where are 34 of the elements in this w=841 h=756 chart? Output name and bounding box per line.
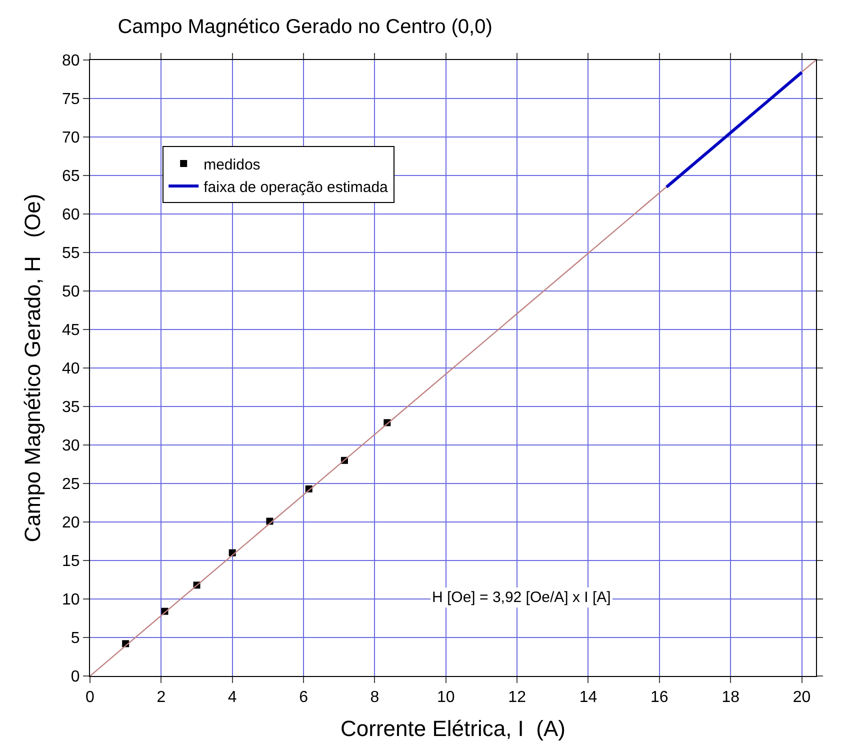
- annotation: H [Oe] = 3,92 [Oe/A] x I [A]: [432, 589, 611, 606]
- y-tick-label: 5: [70, 630, 80, 648]
- y-tick-label: 75: [62, 91, 80, 108]
- y-tick-label: 55: [62, 245, 80, 262]
- x-tick-label: 18: [722, 689, 740, 706]
- x-tick-label: 20: [792, 689, 811, 706]
- y-tick-label: 50: [62, 284, 80, 301]
- x-tick-label: 12: [508, 689, 526, 706]
- x-tick-label: 8: [370, 689, 380, 706]
- legend-label: faixa de operação estimada: [204, 178, 389, 196]
- x-tick-label: 2: [156, 689, 166, 706]
- y-tick-label: 10: [62, 592, 80, 609]
- y-tick-label: 60: [62, 206, 80, 224]
- x-tick-label: 0: [86, 689, 95, 706]
- x-tick-label: 10: [436, 689, 455, 706]
- y-tick-label: 35: [62, 399, 80, 416]
- y-tick-label: 25: [62, 476, 80, 494]
- y-tick-label: 70: [62, 130, 80, 147]
- x-tick-label: 4: [228, 689, 237, 706]
- y-tick-label: 15: [62, 553, 80, 570]
- y-tick-label: 40: [62, 360, 80, 378]
- y-tick-label: 20: [62, 514, 80, 532]
- x-axis-title: Corrente Elétrica, I (A): [340, 716, 566, 742]
- y-tick-label: 45: [62, 322, 80, 340]
- y-axis-title: Campo Magnético Gerado, H (Oe): [20, 194, 45, 542]
- y-tick-label: 30: [62, 438, 80, 455]
- y-tick-label: 0: [70, 668, 80, 686]
- y-tick-label: 65: [62, 168, 80, 186]
- y-tick-label: 80: [62, 52, 80, 70]
- legend-label: medidos: [204, 156, 260, 174]
- x-tick-label: 6: [299, 689, 308, 706]
- chart-title: Campo Magnético Gerado no Centro (0,0): [118, 16, 492, 38]
- x-tick-label: 14: [579, 689, 598, 706]
- x-tick-label: 16: [650, 689, 668, 706]
